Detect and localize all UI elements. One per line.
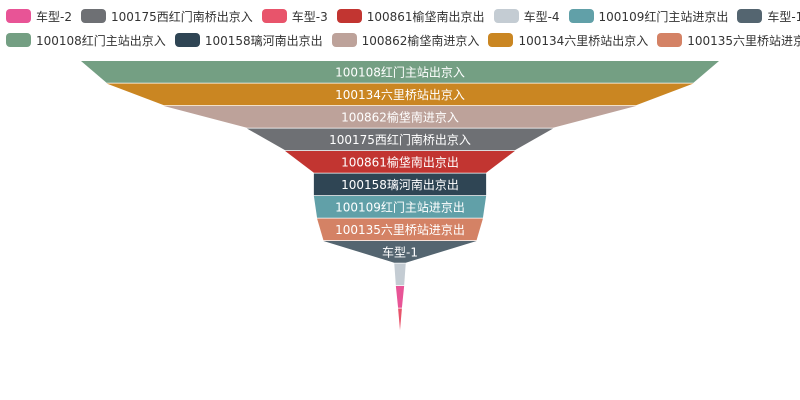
funnel-segment[interactable]	[317, 218, 483, 241]
legend-swatch	[336, 9, 362, 23]
legend-swatch	[488, 33, 514, 47]
legend-item[interactable]: 100109红门主站进京出	[568, 8, 729, 25]
legend-item[interactable]: 车型-4	[493, 8, 560, 25]
legend-swatch	[331, 33, 357, 47]
legend-row: 车型-2 100175西红门南桥出京入 车型-3 100861榆垡南出京出 车型-4 10…	[6, 4, 800, 28]
legend-label: 100134六里桥站出京入	[518, 33, 649, 48]
funnel-segment[interactable]	[246, 128, 554, 151]
legend-swatch	[174, 33, 200, 47]
legend-label: 车型-2	[36, 9, 72, 24]
funnel-segment[interactable]	[395, 286, 405, 308]
funnel-segment-label: 100135六里桥站进京出	[335, 223, 465, 237]
funnel-segment[interactable]	[398, 308, 402, 331]
funnel-segment-label: 100108红门主站出京入	[335, 64, 465, 79]
legend-item[interactable]: 100134六里桥站出京入	[488, 32, 648, 49]
legend-label: 100175西红门南桥出京入	[110, 9, 253, 24]
legend-item[interactable]: 100108红门主站出京入	[6, 32, 166, 49]
funnel-segment[interactable]	[106, 83, 694, 106]
legend-swatch	[261, 9, 287, 23]
legend-swatch	[80, 9, 106, 23]
legend-label: 车型-1	[767, 9, 800, 24]
legend-swatch	[493, 9, 519, 23]
legend-swatch	[6, 9, 31, 23]
legend-swatch	[657, 33, 683, 47]
legend-label: 100158璃河南出京出	[204, 33, 323, 48]
funnel-segment-label: 100158璃河南出京出	[341, 177, 459, 192]
legend-item[interactable]: 100158璃河南出京出	[174, 32, 323, 49]
legend-item[interactable]: 100861榆垡南出京出	[336, 8, 485, 25]
legend-item[interactable]: 车型-1	[737, 8, 800, 25]
legend-item[interactable]: 车型-3	[261, 8, 328, 25]
funnel-segment[interactable]	[394, 263, 406, 286]
legend-label: 100862榆垡南进京入	[361, 33, 480, 48]
legend-label: 车型-3	[291, 9, 328, 24]
legend-item[interactable]: 车型-2	[6, 8, 72, 25]
funnel-segment-label: 车型-1	[382, 244, 418, 259]
legend-label: 100109红门主站进京出	[598, 9, 729, 24]
legend-label: 100861榆垡南出京出	[366, 9, 485, 24]
funnel-segment-label: 100175西红门南桥出京入	[329, 132, 471, 147]
chart-legend: 车型-2 100175西红门南桥出京入 车型-3 100861榆垡南出京出 车型-4 10…	[6, 4, 800, 52]
funnel-segment[interactable]	[323, 241, 477, 263]
legend-item[interactable]: 100862榆垡南进京入	[331, 32, 480, 49]
funnel-segment-label: 100134六里桥站出京入	[335, 88, 465, 102]
legend-label: 100108红门主站出京入	[36, 33, 166, 48]
funnel-segment[interactable]	[285, 151, 515, 173]
funnel-segment[interactable]	[313, 173, 487, 196]
funnel-segment-label: 100861榆垡南出京出	[341, 154, 459, 169]
funnel-segment[interactable]	[163, 106, 637, 128]
legend-item[interactable]: 100175西红门南桥出京入	[80, 8, 253, 25]
legend-swatch	[737, 9, 763, 23]
funnel-segment[interactable]	[81, 61, 719, 83]
funnel-segment-label: 100109红门主站进京出	[335, 199, 465, 214]
legend-item[interactable]: 100135六里桥站进京出	[657, 32, 800, 49]
funnel-segment-label: 100862榆垡南进京入	[341, 109, 459, 124]
legend-swatch	[568, 9, 594, 23]
legend-label: 100135六里桥站进京出	[687, 33, 800, 48]
funnel-segment[interactable]	[313, 196, 487, 218]
legend-swatch	[6, 33, 31, 47]
legend-label: 车型-4	[523, 9, 560, 24]
legend-row: 100108红门主站出京入 100158璃河南出京出 100862榆垡南进京入 100…	[6, 28, 800, 52]
